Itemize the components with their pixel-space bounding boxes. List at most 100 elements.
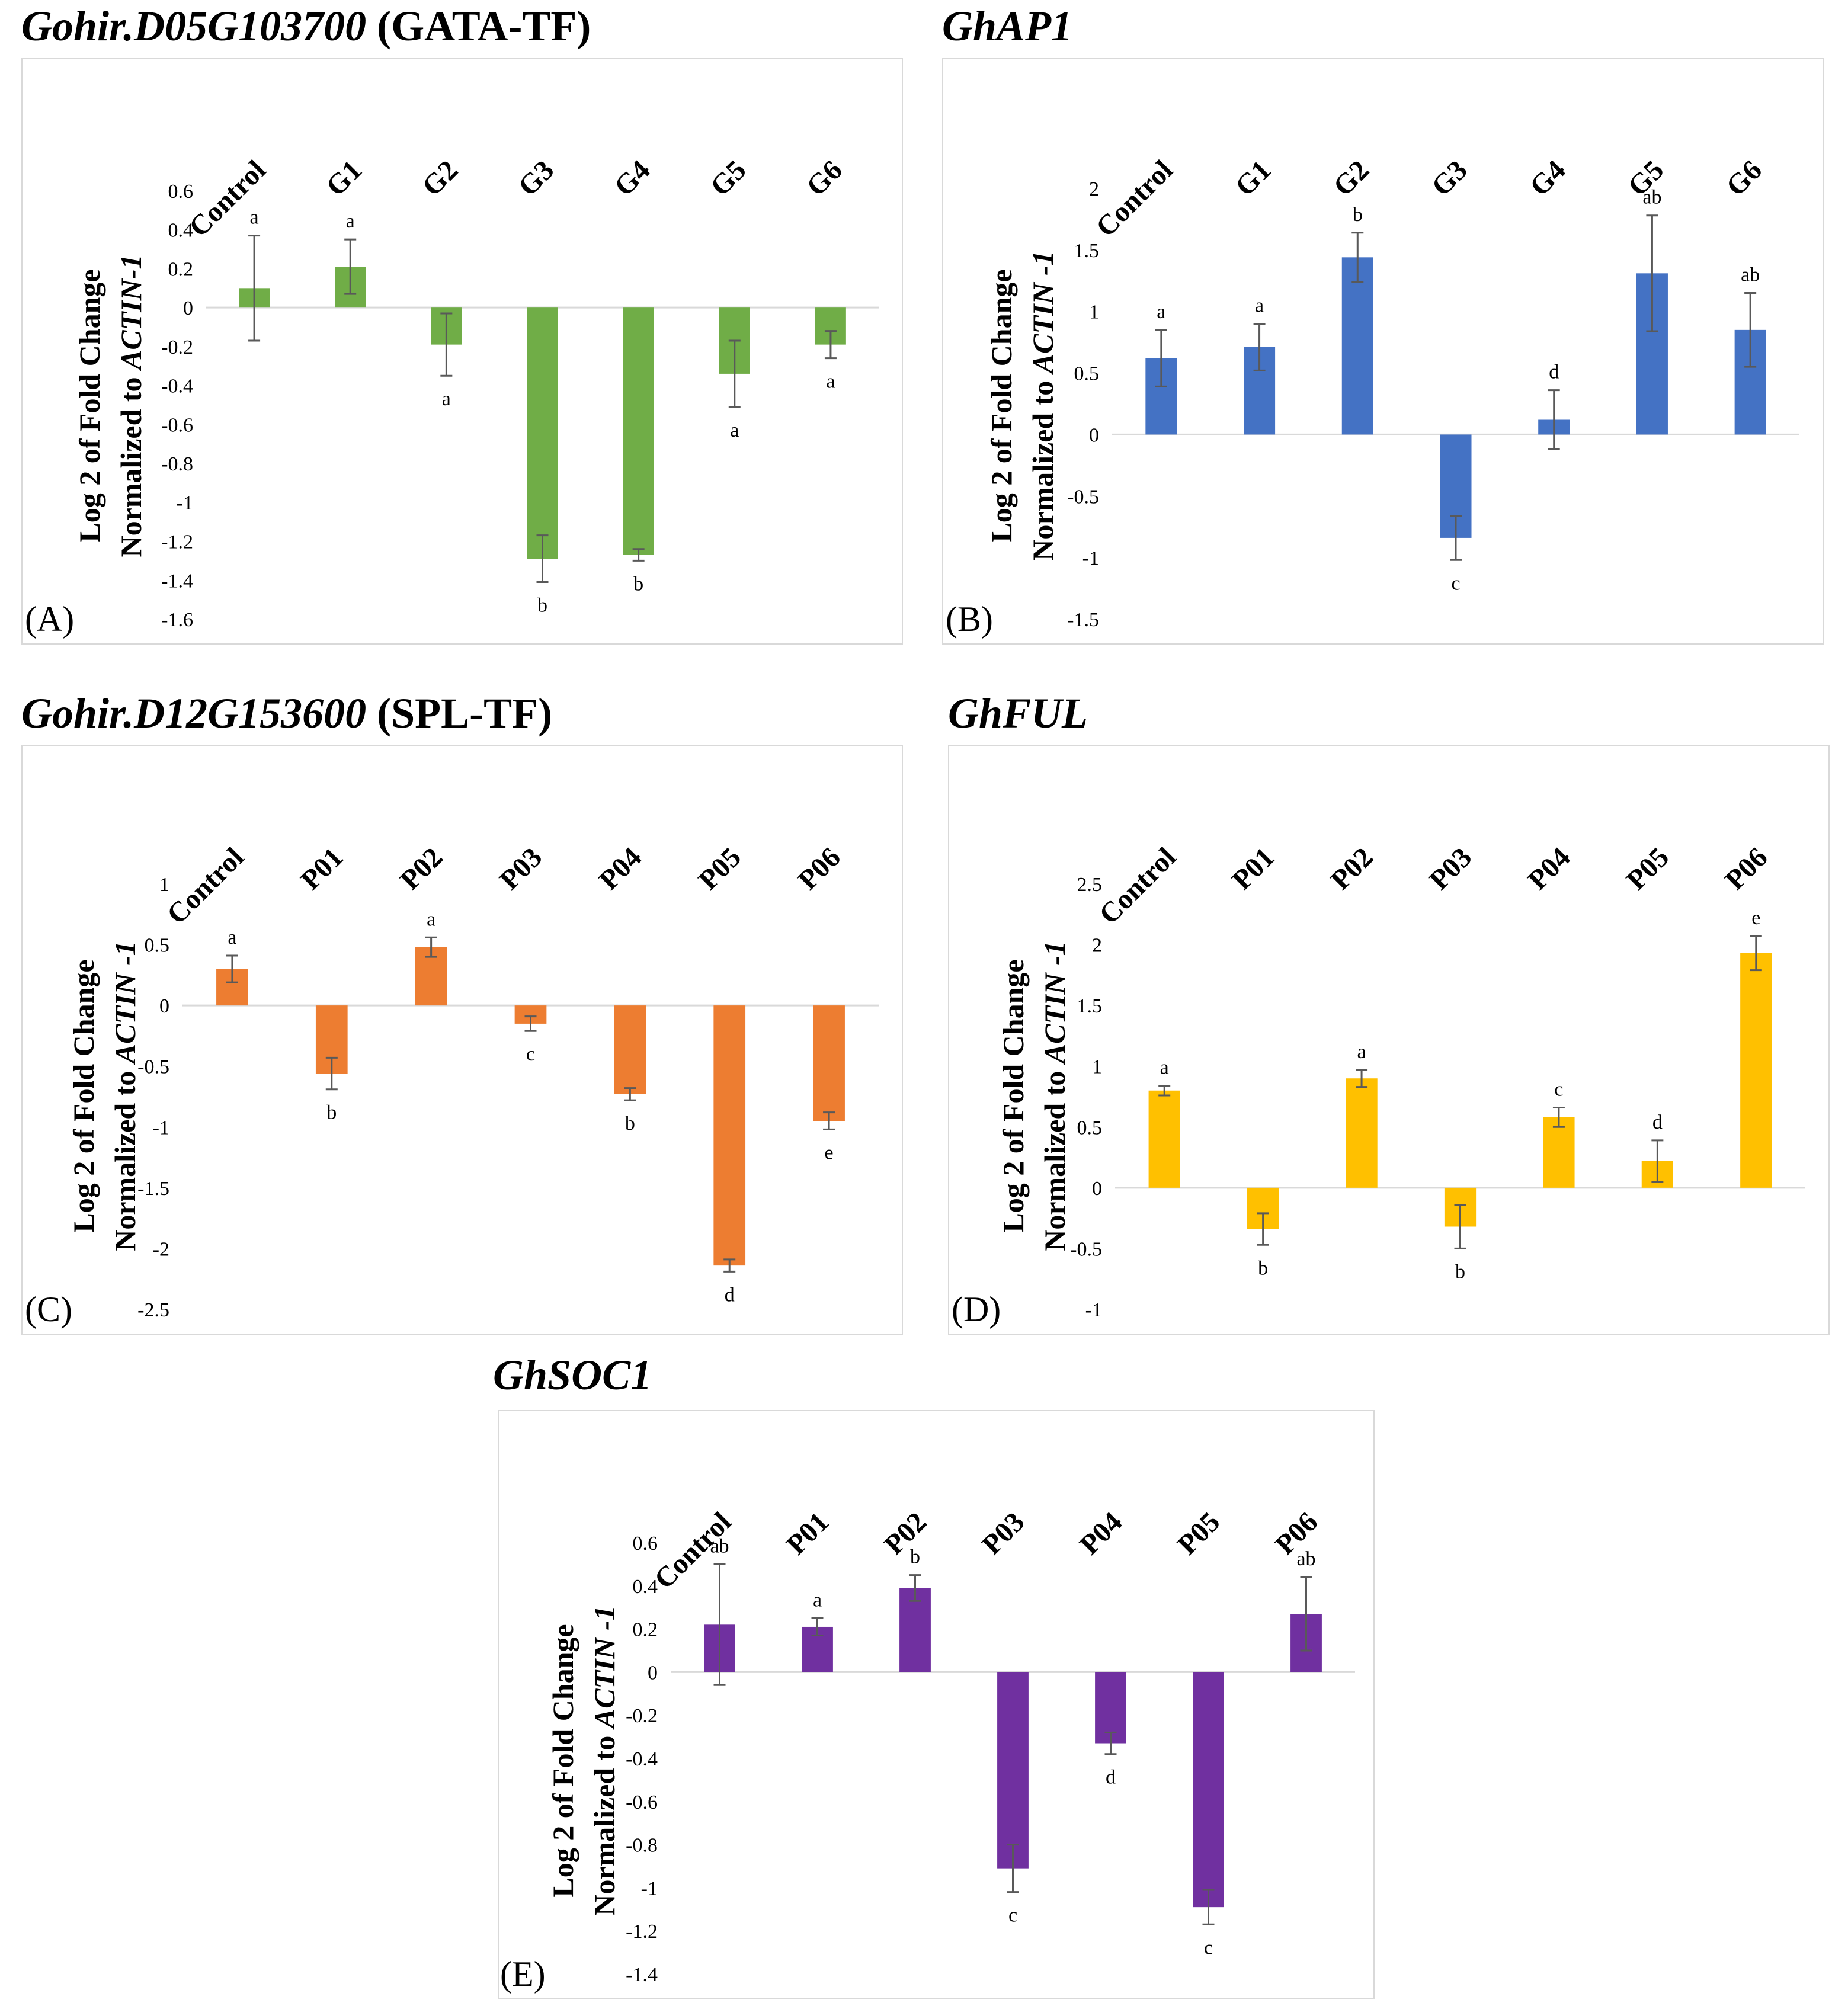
category-label: P04 — [593, 841, 648, 896]
significance-letter: a — [730, 419, 739, 441]
y-axis-label-line2: Normalized to — [588, 1728, 621, 1916]
category-label: P03 — [1423, 841, 1478, 896]
y-axis-label: Log 2 of Fold Change Normalized to ACTIN … — [985, 251, 1059, 561]
panel-d-title: GhFUL — [948, 692, 1088, 735]
bar-p04 — [1095, 1672, 1126, 1744]
category-label: P06 — [792, 841, 847, 896]
category-label: G4 — [608, 154, 656, 202]
category-label: G2 — [1327, 154, 1375, 202]
y-tick-label: -1 — [1082, 547, 1099, 569]
significance-letter: b — [537, 595, 547, 617]
category-label: P01 — [780, 1506, 835, 1560]
y-tick-label: 0 — [183, 297, 193, 319]
y-tick-label: -0.4 — [626, 1748, 658, 1770]
bar-p04 — [1543, 1117, 1575, 1188]
panel-c-label: (C) — [25, 1290, 72, 1329]
category-label: P02 — [1325, 841, 1379, 896]
category-label: G6 — [800, 154, 848, 202]
y-tick-label: 1.5 — [1077, 995, 1103, 1017]
y-axis-label: Log 2 of Fold Change Normalized to ACTIN … — [67, 941, 142, 1251]
panel-b-svg: 2 1.5 1 0.5 0 -0.5 -1 -1.5 Log 2 of Fold Change N… — [985, 154, 1799, 631]
y-axis-label-line1: Log 2 of Fold Change — [67, 959, 100, 1232]
y-axis-label: Log 2 of Fold Change Normalized to ACTIN-… — [73, 254, 148, 557]
panel-b-label: (B) — [946, 600, 993, 639]
significance-letter: c — [526, 1043, 535, 1065]
significance-letter: b — [633, 573, 643, 595]
y-tick-label: 2 — [1089, 178, 1099, 200]
panel-e-chart: 0.6 0.4 0.2 0 -0.2 -0.4 -0.6 -0.8 -1 -1.2 -1.4 Log … — [498, 1410, 1375, 1999]
significance-letter: a — [250, 207, 259, 229]
category-label: G1 — [1229, 154, 1277, 202]
significance-letter: b — [1258, 1257, 1268, 1279]
panel-c-svg: 1 0.5 0 -0.5 -1 -1.5 -2 -2.5 Log 2 of Fold Chang… — [67, 841, 879, 1321]
y-tick-label: 0.4 — [633, 1576, 658, 1598]
panel-d-chart: 2.5 2 1.5 1 0.5 0 -0.5 -1 Log 2 of Fold Change No… — [948, 745, 1830, 1335]
significance-letter: a — [826, 371, 835, 393]
y-tick-label: -0.8 — [626, 1835, 658, 1857]
significance-letter: c — [1451, 572, 1460, 594]
panel-e-title-gene: GhSOC1 — [493, 1351, 652, 1399]
significance-letter: a — [228, 927, 236, 948]
significance-letter: a — [346, 210, 355, 232]
category-label: G2 — [416, 154, 464, 202]
y-tick-label: 0.6 — [168, 181, 194, 203]
panel-b-chart: 2 1.5 1 0.5 0 -0.5 -1 -1.5 Log 2 of Fold Change N… — [942, 58, 1824, 645]
panel-c-title-gene: Gohir.D12G153600 — [21, 690, 367, 737]
y-axis-label: Log 2 of Fold Change Normalized to ACTIN … — [997, 941, 1071, 1251]
category-label: Control — [1093, 841, 1182, 930]
significance-letter: b — [1353, 204, 1363, 226]
y-tick-label: 0.6 — [633, 1533, 658, 1555]
y-tick-label: -0.6 — [161, 414, 193, 436]
panel-e-title: GhSOC1 — [493, 1354, 652, 1396]
category-label: P02 — [394, 841, 449, 896]
significance-letter: d — [725, 1284, 735, 1306]
y-axis-label-line2: Normalized to — [114, 370, 148, 557]
significance-letter: c — [1204, 1937, 1213, 1959]
category-label: P05 — [1171, 1506, 1226, 1560]
panel-c-chart: 1 0.5 0 -0.5 -1 -1.5 -2 -2.5 Log 2 of Fold Chang… — [21, 745, 903, 1335]
y-tick-label: -0.2 — [626, 1705, 658, 1727]
panel-b-title: GhAP1 — [942, 5, 1072, 47]
y-tick-label: -1 — [641, 1877, 658, 1899]
panel-d-title-gene: GhFUL — [948, 690, 1088, 737]
significance-letter: c — [1554, 1078, 1563, 1100]
panel-a-title-gene: Gohir.D05G103700 — [21, 2, 367, 50]
category-label: Control — [183, 154, 272, 243]
y-tick-label: 0.2 — [633, 1619, 658, 1641]
significance-letter: b — [625, 1113, 635, 1135]
y-axis-label-gene: ACTIN -1 — [108, 941, 142, 1065]
y-tick-label: -1.6 — [161, 609, 193, 631]
bar-p04 — [614, 1005, 646, 1094]
category-label: P04 — [1074, 1506, 1128, 1560]
significance-letter: ab — [1741, 264, 1760, 286]
bar-p05 — [713, 1005, 746, 1266]
significance-letter: a — [813, 1589, 822, 1611]
category-label: P01 — [1226, 841, 1280, 896]
y-tick-label: -0.5 — [1070, 1238, 1102, 1260]
category-label: P04 — [1522, 841, 1577, 896]
significance-letter: d — [1549, 361, 1559, 383]
category-label: G5 — [704, 154, 752, 202]
y-axis-label: Log 2 of Fold Change Normalized to ACTIN … — [546, 1606, 621, 1916]
bar-g4 — [623, 307, 654, 555]
panel-c-title-rest: (SPL-TF) — [366, 690, 553, 737]
panel-e-label: (E) — [500, 1954, 546, 1994]
category-label: G3 — [512, 154, 560, 202]
panel-b-title-gene: GhAP1 — [942, 2, 1073, 50]
significance-letter: e — [1751, 907, 1760, 929]
category-label: P03 — [494, 841, 548, 896]
panel-d-svg: 2.5 2 1.5 1 0.5 0 -0.5 -1 Log 2 of Fold Change No… — [997, 841, 1805, 1321]
category-label: P01 — [294, 841, 349, 896]
y-tick-label: -1.5 — [1067, 609, 1099, 631]
bar-p02 — [1346, 1078, 1378, 1188]
y-tick-label: 0.5 — [145, 935, 170, 957]
significance-letter: a — [1357, 1041, 1366, 1063]
category-label: P03 — [976, 1506, 1030, 1560]
significance-letter: b — [1455, 1261, 1465, 1283]
bar-p05 — [1193, 1672, 1224, 1908]
y-tick-label: 0.4 — [168, 220, 194, 242]
y-tick-label: -1 — [1085, 1299, 1102, 1321]
y-tick-label: -0.6 — [626, 1792, 658, 1813]
significance-letter: b — [326, 1102, 337, 1124]
bar-p06 — [813, 1005, 845, 1121]
